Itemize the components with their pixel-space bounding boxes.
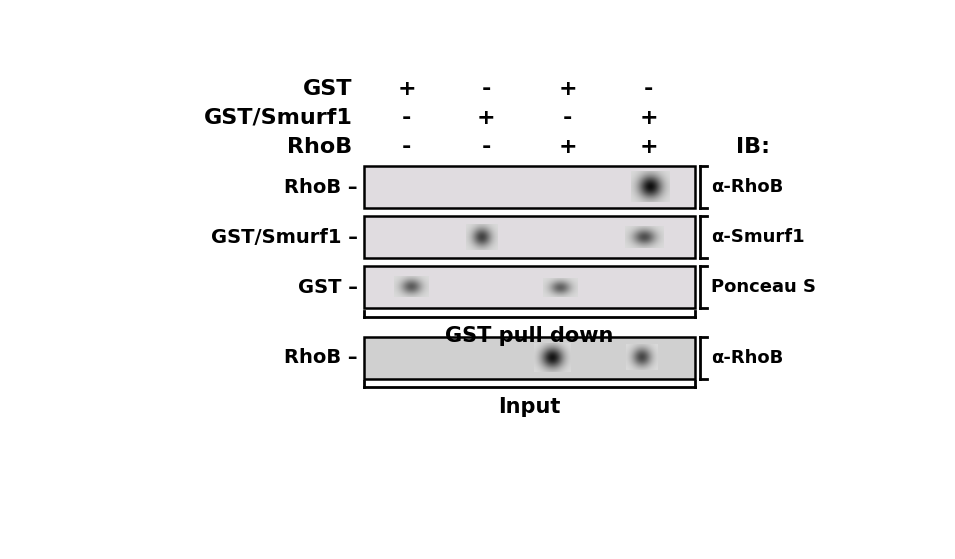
Text: GST pull down: GST pull down bbox=[445, 326, 614, 346]
Text: GST/Smurf1: GST/Smurf1 bbox=[203, 108, 352, 128]
Text: -: - bbox=[402, 108, 412, 128]
Text: +: + bbox=[559, 79, 577, 98]
FancyBboxPatch shape bbox=[364, 166, 695, 209]
Text: GST –: GST – bbox=[298, 277, 358, 296]
Text: RhoB –: RhoB – bbox=[285, 348, 358, 367]
Text: α-RhoB: α-RhoB bbox=[711, 349, 783, 367]
Text: α-Smurf1: α-Smurf1 bbox=[711, 228, 804, 246]
Text: -: - bbox=[562, 108, 572, 128]
Text: RhoB: RhoB bbox=[287, 137, 352, 157]
Text: +: + bbox=[640, 108, 658, 128]
Text: α-RhoB: α-RhoB bbox=[711, 178, 783, 196]
Text: +: + bbox=[477, 108, 496, 128]
FancyBboxPatch shape bbox=[364, 216, 695, 258]
Text: -: - bbox=[481, 79, 491, 98]
FancyBboxPatch shape bbox=[364, 337, 695, 378]
Text: -: - bbox=[402, 137, 412, 157]
Text: GST: GST bbox=[303, 79, 352, 98]
Text: Input: Input bbox=[499, 397, 561, 417]
Text: Ponceau S: Ponceau S bbox=[711, 278, 816, 296]
Text: GST/Smurf1 –: GST/Smurf1 – bbox=[211, 228, 358, 247]
Text: +: + bbox=[397, 79, 416, 98]
Text: +: + bbox=[559, 137, 577, 157]
Text: RhoB –: RhoB – bbox=[285, 178, 358, 197]
Text: IB:: IB: bbox=[736, 137, 770, 157]
FancyBboxPatch shape bbox=[364, 266, 695, 308]
Text: -: - bbox=[644, 79, 653, 98]
Text: +: + bbox=[640, 137, 658, 157]
Text: -: - bbox=[481, 137, 491, 157]
